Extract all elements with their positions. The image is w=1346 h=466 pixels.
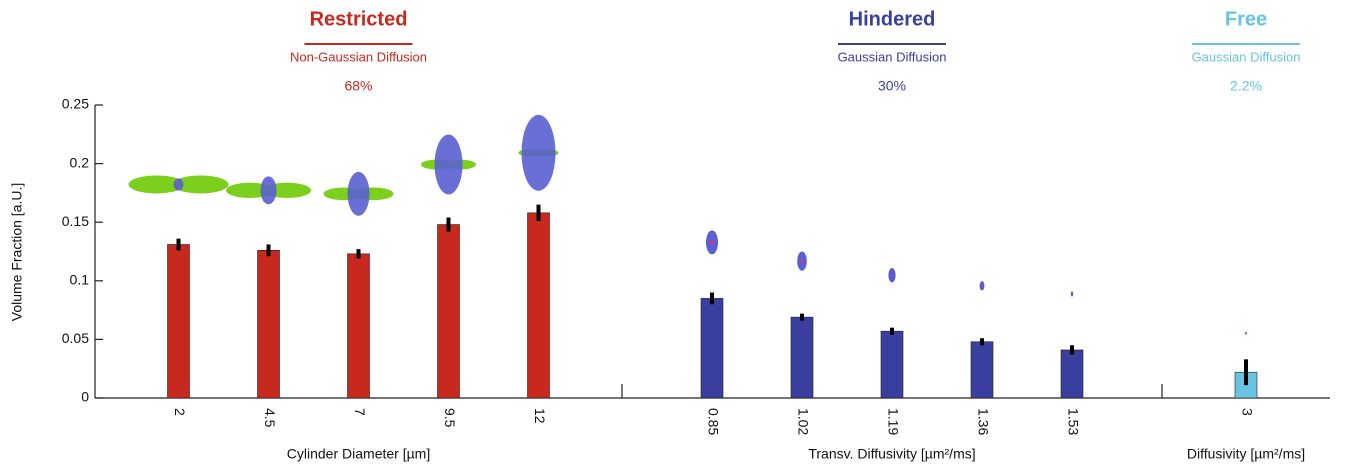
x-tick-label: 12 [532, 408, 548, 424]
x-tick-label: 1.36 [975, 408, 991, 435]
y-tick-label: 0.05 [62, 330, 89, 346]
x-axis-label: Cylinder Diameter [µm] [287, 446, 430, 462]
group-title: Free [1225, 8, 1267, 30]
x-axis-label: Transv. Diffusivity [µm²/ms] [808, 446, 975, 462]
group-subtitle: Non-Gaussian Diffusion [290, 49, 427, 64]
glyph [710, 240, 714, 244]
glyph [1245, 332, 1247, 334]
glyph [891, 274, 893, 276]
group-subtitle: Gaussian Diffusion [1192, 49, 1301, 64]
group-title: Hindered [849, 8, 936, 30]
glyph [981, 285, 983, 287]
x-axis-label: Diffusivity [µm²/ms] [1187, 446, 1305, 462]
bar [971, 342, 993, 398]
x-tick-label: 4.5 [262, 408, 278, 428]
bar [348, 254, 370, 398]
glyph [435, 135, 463, 195]
glyph [348, 172, 370, 216]
group-title: Restricted [310, 8, 408, 30]
bar [528, 213, 550, 398]
x-tick-label: 9.5 [442, 408, 458, 428]
bar [1061, 350, 1083, 398]
x-tick-label: 0.85 [705, 408, 721, 435]
chart: Volume Fraction [a.U.] 0 0.05 0.1 0.15 0.2 0.… [0, 0, 1346, 466]
x-tick-label: 1.02 [795, 408, 811, 435]
x-tick-label: 1.19 [885, 408, 901, 435]
group-subtitle: Gaussian Diffusion [838, 49, 947, 64]
glyph [800, 260, 803, 263]
bar [701, 298, 723, 398]
glyph [174, 178, 184, 190]
glyph [522, 115, 556, 191]
bar [438, 225, 460, 398]
x-tick-label: 7 [352, 408, 368, 416]
x-tick-label: 3 [1239, 408, 1255, 416]
group-percent: 2.2% [1230, 78, 1262, 94]
y-tick-label: 0.15 [62, 213, 89, 229]
bar [168, 244, 190, 398]
x-tick-label: 1.53 [1065, 408, 1081, 435]
x-tick-label: 2 [172, 408, 188, 416]
glyph [261, 176, 277, 204]
bar [791, 317, 813, 398]
bar [881, 331, 903, 398]
y-axis-label: Volume Fraction [a.U.] [9, 183, 25, 322]
y-tick-label: 0.2 [70, 154, 90, 170]
bar [258, 250, 280, 398]
group-percent: 68% [344, 78, 372, 94]
y-tick-label: 0.1 [70, 272, 90, 288]
glyph [1072, 294, 1073, 295]
y-tick-label: 0 [81, 389, 89, 405]
y-tick-label: 0.25 [62, 96, 89, 112]
group-percent: 30% [878, 78, 906, 94]
